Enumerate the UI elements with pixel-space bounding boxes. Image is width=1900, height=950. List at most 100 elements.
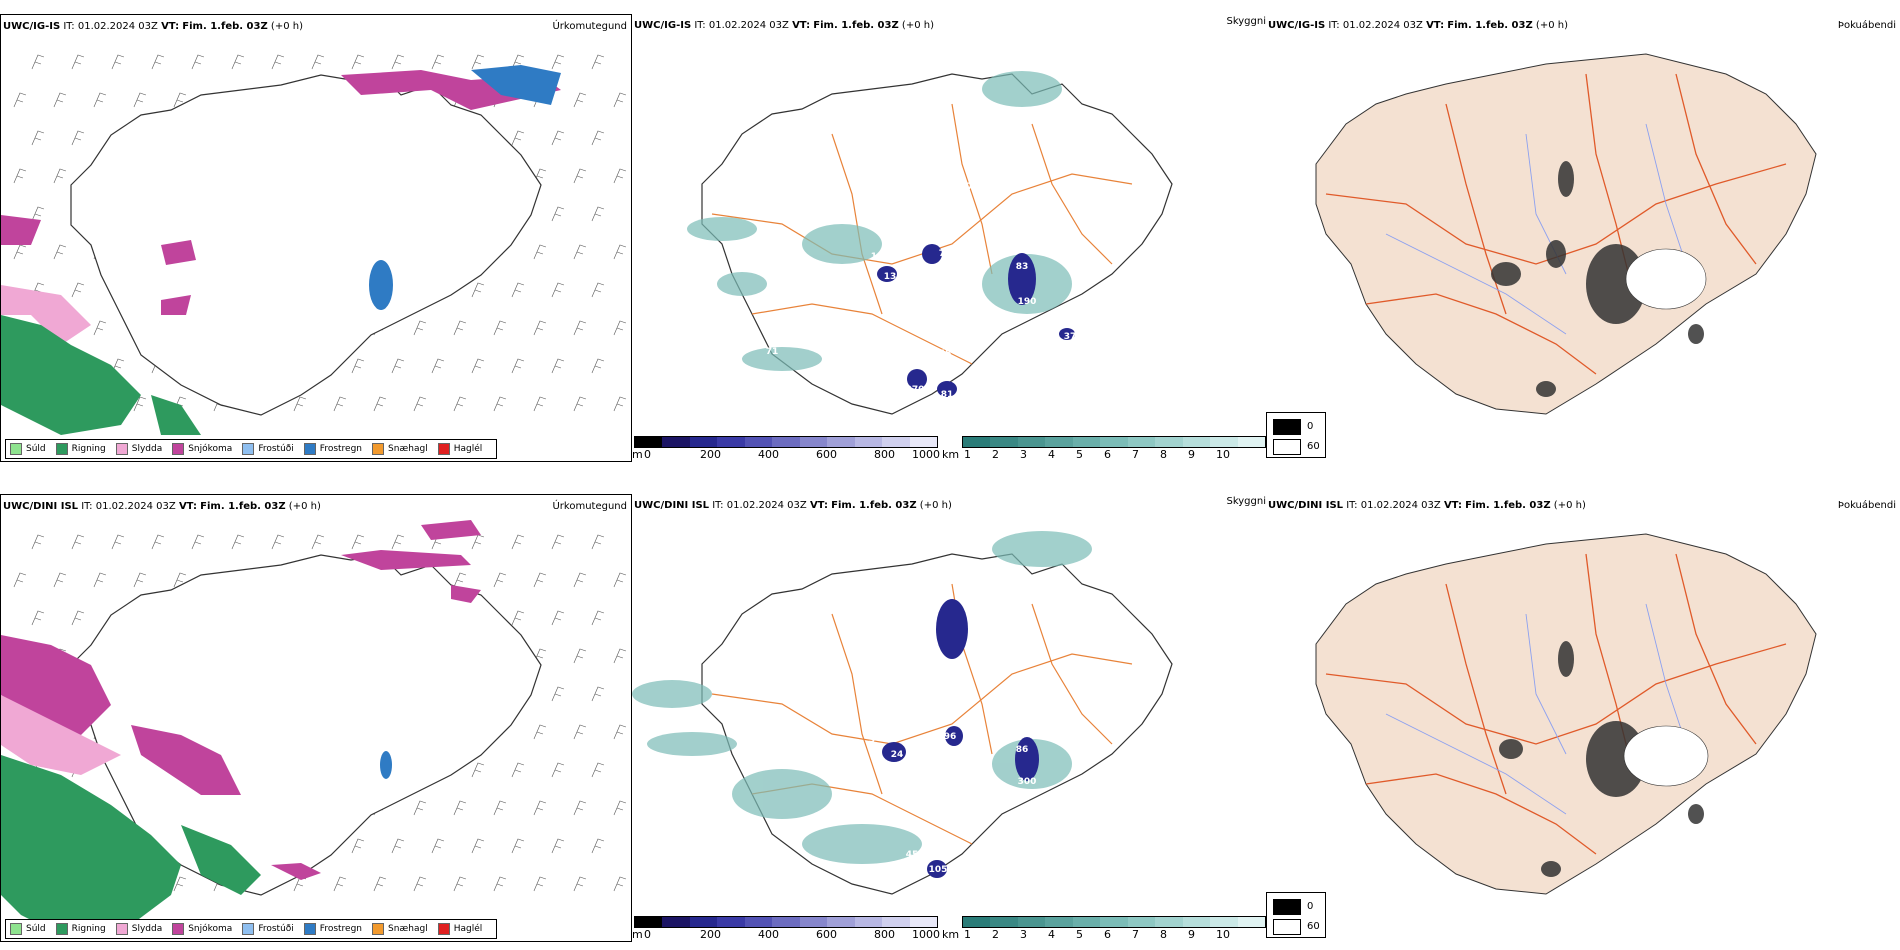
precip-map bbox=[1, 520, 627, 935]
legend-swatch-white bbox=[1273, 439, 1301, 455]
wind-barb bbox=[93, 92, 107, 108]
vis-map: 2 96 24 3 86 300 13 45 105 bbox=[632, 531, 1173, 895]
cloud-base-label: 80 bbox=[911, 342, 924, 352]
legend-swatch bbox=[303, 923, 316, 935]
panel-title: UWC/IG-IS IT: 01.02.2024 03Z VT: Fim. 1.… bbox=[634, 20, 934, 31]
wind-barb bbox=[613, 572, 627, 588]
fog-legend-row2: 0 60 bbox=[1266, 892, 1326, 938]
vis-tick: 5 bbox=[1076, 928, 1083, 941]
vis-ticks: km 1 2 3 4 5 6 7 8 9 10 bbox=[942, 928, 1266, 942]
legend-low: 0 bbox=[1307, 901, 1314, 912]
vis-swatch bbox=[963, 917, 991, 927]
vis-swatch bbox=[1127, 917, 1156, 927]
wind-barb bbox=[231, 534, 245, 550]
ceiling-tick: 0 bbox=[644, 448, 651, 461]
ceiling-swatch bbox=[635, 917, 663, 927]
vis-swatch bbox=[1045, 917, 1073, 927]
legend-swatch bbox=[242, 923, 255, 935]
wind-barb bbox=[533, 244, 547, 260]
wind-barb bbox=[471, 54, 485, 70]
legend-item: Rigning bbox=[55, 443, 106, 455]
wind-barb bbox=[511, 358, 525, 374]
ceiling-swatch bbox=[854, 437, 883, 447]
ceiling-swatch bbox=[662, 917, 690, 927]
legend-swatch-black bbox=[1273, 899, 1301, 915]
cloud-base-label: 300 bbox=[1018, 777, 1037, 787]
wind-barb bbox=[111, 534, 125, 550]
ceiling-swatch bbox=[882, 917, 910, 927]
vis-swatch bbox=[1100, 917, 1128, 927]
wind-barb bbox=[453, 320, 467, 336]
vis-tick: 5 bbox=[1076, 448, 1083, 461]
wind-barb bbox=[351, 534, 365, 550]
wind-barb bbox=[351, 838, 365, 854]
cloud-base-label: 13 bbox=[1064, 815, 1077, 825]
cloud-base-label: 71 bbox=[766, 347, 779, 357]
wind-barb bbox=[53, 244, 67, 260]
wind-barb bbox=[613, 168, 627, 184]
vis-swatch bbox=[1017, 917, 1046, 927]
legend-swatch bbox=[115, 923, 128, 935]
wind-barb bbox=[453, 572, 467, 588]
wind-barb bbox=[133, 92, 147, 108]
precip-type-panel-row1: UWC/IG-IS IT: 01.02.2024 03Z VT: Fim. 1.… bbox=[0, 14, 632, 462]
wind-barb bbox=[613, 800, 627, 816]
vis-tick: 10 bbox=[1216, 448, 1230, 461]
ceiling-swatch bbox=[854, 917, 883, 927]
cloud-base-label: 24 bbox=[891, 750, 904, 760]
wind-barb bbox=[573, 724, 587, 740]
wind-barb bbox=[431, 838, 445, 854]
wind-barb bbox=[53, 168, 67, 184]
legend-low: 0 bbox=[1307, 421, 1314, 432]
wind-barb bbox=[311, 534, 325, 550]
wind-barb bbox=[551, 358, 565, 374]
ceiling-tick: 800 bbox=[874, 448, 895, 461]
vis-tick: 7 bbox=[1132, 928, 1139, 941]
cloud-base-label: 96 bbox=[944, 732, 957, 742]
vis-tick: 1 bbox=[964, 448, 971, 461]
wind-barb bbox=[431, 358, 445, 374]
vis-swatch bbox=[1072, 917, 1101, 927]
vis-swatch bbox=[1237, 437, 1265, 447]
legend-swatch bbox=[242, 443, 255, 455]
wind-barb bbox=[53, 572, 67, 588]
cloud-base-label: 24 bbox=[796, 285, 809, 295]
wind-barb bbox=[471, 838, 485, 854]
vis-tick: 2 bbox=[992, 928, 999, 941]
wind-barb bbox=[591, 838, 605, 854]
ceiling-swatch bbox=[827, 437, 855, 447]
wind-barb bbox=[533, 572, 547, 588]
ceiling-swatch bbox=[799, 917, 828, 927]
wind-barb bbox=[533, 396, 547, 412]
vis-tick: 4 bbox=[1048, 928, 1055, 941]
wind-barb bbox=[311, 54, 325, 70]
wind-barb bbox=[573, 876, 587, 892]
panel-title: UWC/IG-IS IT: 01.02.2024 03Z VT: Fim. 1.… bbox=[3, 21, 303, 32]
wind-barb bbox=[271, 534, 285, 550]
wind-barb bbox=[551, 54, 565, 70]
vis-swatch bbox=[1155, 917, 1183, 927]
wind-barb bbox=[551, 130, 565, 146]
wind-barb bbox=[413, 396, 427, 412]
vis-ceiling-panel-row1: UWC/IG-IS IT: 01.02.2024 03Z VT: Fim. 1.… bbox=[632, 14, 1266, 462]
wind-barb bbox=[533, 800, 547, 816]
vis-swatch bbox=[963, 437, 991, 447]
fog-legend-row1: 0 60 bbox=[1266, 412, 1326, 458]
wind-barb bbox=[373, 876, 387, 892]
wind-barb bbox=[573, 168, 587, 184]
ceiling-swatch bbox=[689, 917, 718, 927]
wind-barb bbox=[573, 244, 587, 260]
ceiling-tick: 200 bbox=[700, 928, 721, 941]
legend-swatch bbox=[303, 443, 316, 455]
ceiling-swatch bbox=[909, 917, 937, 927]
fog-map bbox=[1315, 53, 1817, 415]
ceiling-tick: 1000 bbox=[912, 928, 940, 941]
wind-barb bbox=[551, 838, 565, 854]
panel-label-vis: Skyggni bbox=[1226, 496, 1266, 507]
ceiling-colorbar bbox=[634, 916, 938, 928]
fog-map bbox=[1315, 533, 1817, 895]
wind-barb bbox=[591, 130, 605, 146]
wind-barb bbox=[511, 838, 525, 854]
ceiling-tick: 800 bbox=[874, 928, 895, 941]
wind-barb bbox=[173, 876, 187, 892]
